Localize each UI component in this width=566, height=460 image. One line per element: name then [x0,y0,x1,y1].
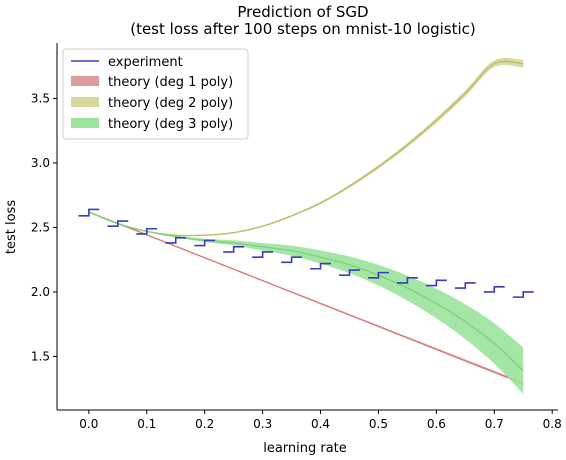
experiment-step-7 [281,256,302,264]
experiment-step-6 [252,251,274,258]
experiment-step-8 [310,262,331,270]
x-tick-label-7: 0.7 [485,417,504,431]
y-axis-label: test loss [4,200,19,254]
experiment-step-15 [512,291,534,298]
x-tick-label-8: 0.8 [543,417,562,431]
experiment-step-0 [78,208,100,217]
experiment-step-14 [483,286,505,293]
x-tick-label-6: 0.6 [427,417,446,431]
x-tick-label-5: 0.5 [369,417,388,431]
x-tick-label-4: 0.4 [311,417,330,431]
experiment-step-5 [223,246,245,253]
y-tick-label-3: 3.0 [31,156,50,170]
axis-ticks: 0.0 0.1 0.2 0.3 0.4 0.5 0.6 0.7 0.8 1.5 2.0 2.5 3.0 3… [31,91,562,431]
y-tick-label-1: 2.0 [31,285,50,299]
legend-label-deg3: theory (deg 3 poly) [108,117,233,132]
legend: experiment theory (deg 1 poly) theory (d… [62,48,249,140]
experiment-step-9 [339,269,360,276]
x-tick-label-0: 0.0 [79,417,98,431]
legend-frame [62,48,249,140]
theory-deg1-line [88,211,524,385]
y-tick-label-2: 2.5 [31,220,50,234]
y-tick-label-4: 3.5 [31,91,50,105]
legend-label-deg2: theory (deg 2 poly) [108,96,233,111]
experiment-step-3 [165,236,187,244]
experiment-step-2 [136,227,158,235]
experiment-step-13 [454,282,476,289]
chart-title: Prediction of SGD [237,3,368,21]
y-tick-label-0: 1.5 [31,349,50,363]
theory-deg3-line [88,211,524,372]
legend-label-deg1: theory (deg 1 poly) [108,75,233,90]
x-tick-label-2: 0.2 [195,417,214,431]
plot-area [78,57,534,394]
experiment-step-12 [425,279,447,287]
theory-deg3-band [88,211,524,394]
experiment-step-10 [368,271,389,279]
legend-swatch-deg1 [71,76,99,86]
x-tick-label-3: 0.3 [253,417,272,431]
chart-subtitle: (test loss after 100 steps on mnist-10 l… [130,20,476,38]
legend-swatch-deg2 [71,97,99,107]
x-tick-label-1: 0.1 [137,417,156,431]
experiment-step-11 [396,276,418,284]
experiment-step-4 [194,239,216,247]
theory-deg2-band [88,57,524,236]
legend-swatch-deg3 [71,118,99,128]
x-axis-label: learning rate [263,441,347,456]
experiment-step-1 [107,220,129,227]
legend-label-experiment: experiment [108,55,183,70]
